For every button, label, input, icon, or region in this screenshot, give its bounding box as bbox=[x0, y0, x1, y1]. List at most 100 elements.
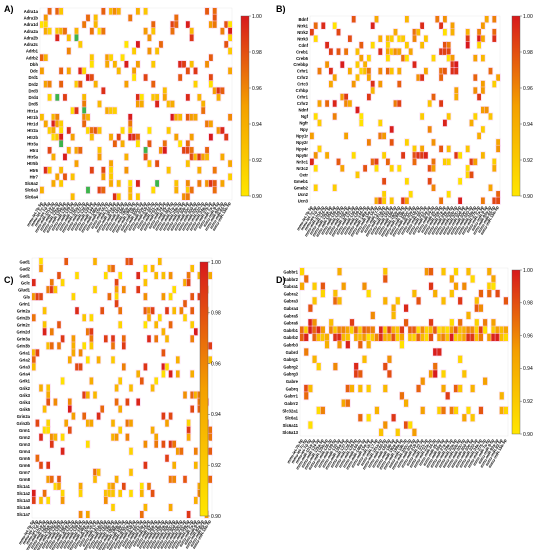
colorbar-tick-label: 0.90 bbox=[252, 194, 262, 200]
heatmap-cell bbox=[78, 147, 83, 154]
heatmap-cell bbox=[89, 314, 94, 322]
heatmap-cell bbox=[208, 80, 213, 88]
heatmap-cell bbox=[197, 391, 202, 399]
heatmap-cell bbox=[74, 147, 79, 154]
heatmap-cell bbox=[367, 67, 371, 75]
heatmap-cell bbox=[382, 197, 386, 204]
heatmap-cell bbox=[454, 93, 459, 101]
heatmap-cell bbox=[220, 127, 225, 134]
heatmap-cell bbox=[151, 80, 156, 88]
row-label: Gabrd bbox=[286, 350, 299, 355]
heatmap-cell bbox=[155, 180, 160, 187]
heatmap-cell bbox=[474, 333, 479, 342]
heatmap-cell bbox=[101, 87, 106, 95]
heatmap-cell bbox=[321, 22, 326, 29]
heatmap-cell bbox=[125, 398, 130, 406]
heatmap-cell bbox=[359, 67, 364, 75]
row-label: Slc1a6 bbox=[17, 505, 31, 510]
heatmap-cell bbox=[55, 27, 60, 35]
heatmap-cell bbox=[57, 342, 61, 350]
heatmap-cell bbox=[101, 186, 106, 194]
row-label: Adra2a bbox=[24, 29, 39, 34]
heatmap-cell bbox=[43, 14, 48, 22]
heatmap-cell bbox=[109, 160, 113, 167]
heatmap-cell bbox=[462, 333, 467, 342]
heatmap-cell bbox=[441, 384, 446, 393]
row-label: Adrb1 bbox=[26, 49, 39, 54]
heatmap-cell bbox=[155, 100, 160, 108]
heatmap-cell bbox=[143, 265, 148, 273]
heatmap-cell bbox=[453, 384, 459, 393]
heatmap-cell bbox=[387, 326, 392, 334]
heatmap-cell bbox=[316, 362, 321, 371]
heatmap-cell bbox=[416, 297, 421, 305]
heatmap-cell bbox=[162, 140, 167, 148]
heatmap-cell bbox=[312, 282, 317, 290]
heatmap-cell bbox=[55, 120, 60, 128]
row-label: Gmeb1 bbox=[294, 179, 309, 184]
heatmap-cell bbox=[397, 80, 402, 88]
heatmap-cell bbox=[427, 165, 432, 172]
heatmap-cell bbox=[499, 333, 504, 342]
heatmap-cell bbox=[194, 328, 198, 336]
heatmap-cell bbox=[488, 113, 493, 120]
heatmap-cell bbox=[458, 297, 463, 305]
heatmap-cell bbox=[344, 132, 348, 140]
heatmap-cell bbox=[481, 54, 485, 62]
heatmap-cell bbox=[46, 391, 50, 399]
row-label: Gabrr2 bbox=[284, 401, 298, 406]
heatmap-cell bbox=[205, 60, 209, 68]
heatmap-cell bbox=[495, 326, 500, 334]
heatmap-cell bbox=[212, 87, 217, 95]
heatmap-cell bbox=[320, 333, 325, 342]
heatmap-cell bbox=[337, 341, 342, 349]
heatmap-cell bbox=[50, 279, 54, 287]
heatmap-cell bbox=[170, 113, 175, 121]
heatmap-cell bbox=[317, 119, 322, 127]
heatmap-cell bbox=[428, 282, 434, 290]
heatmap-cell bbox=[32, 363, 36, 371]
heatmap-cell bbox=[470, 384, 475, 393]
row-label: Grm8 bbox=[19, 477, 31, 482]
heatmap-cell bbox=[194, 461, 198, 469]
heatmap-cell bbox=[32, 314, 36, 322]
heatmap-cell bbox=[474, 326, 479, 334]
heatmap-cell bbox=[389, 197, 394, 204]
heatmap-cell bbox=[408, 421, 413, 429]
heatmap-cell bbox=[382, 178, 386, 185]
row-label: Slc6a4 bbox=[25, 194, 39, 199]
heatmap-cell bbox=[453, 406, 459, 415]
heatmap-cell bbox=[143, 293, 148, 301]
heatmap-cell bbox=[168, 321, 173, 329]
heatmap-cell bbox=[395, 333, 400, 342]
heatmap-cell bbox=[105, 107, 110, 114]
heatmap-cell bbox=[161, 363, 166, 371]
row-label: Slc6a11 bbox=[283, 423, 299, 428]
heatmap-cell bbox=[420, 41, 424, 49]
heatmap-cell bbox=[50, 433, 54, 441]
heatmap-cell bbox=[393, 28, 398, 36]
heatmap-cell bbox=[366, 326, 371, 334]
heatmap-cell bbox=[168, 293, 173, 301]
heatmap-cell bbox=[197, 153, 202, 161]
row-label: Htr5a bbox=[27, 155, 38, 160]
heatmap-cell bbox=[382, 152, 386, 159]
heatmap-cell bbox=[453, 268, 459, 276]
heatmap-cell bbox=[333, 333, 338, 342]
heatmap-cell bbox=[89, 419, 94, 427]
heatmap-cell bbox=[111, 356, 115, 364]
row-label: Ntrk2 bbox=[297, 30, 308, 35]
heatmap-cell bbox=[484, 106, 489, 114]
heatmap-cell bbox=[449, 319, 454, 327]
heatmap-cell bbox=[86, 186, 90, 194]
heatmap-cell bbox=[503, 333, 508, 342]
heatmap-cell bbox=[174, 21, 179, 28]
heatmap-cell bbox=[424, 268, 429, 276]
heatmap-cell bbox=[304, 326, 309, 334]
heatmap-cell bbox=[68, 426, 72, 434]
heatmap-cell bbox=[129, 419, 133, 427]
row-label: Nr3c1 bbox=[296, 159, 308, 164]
heatmap-cell bbox=[378, 197, 383, 204]
heatmap-cell bbox=[147, 47, 152, 55]
